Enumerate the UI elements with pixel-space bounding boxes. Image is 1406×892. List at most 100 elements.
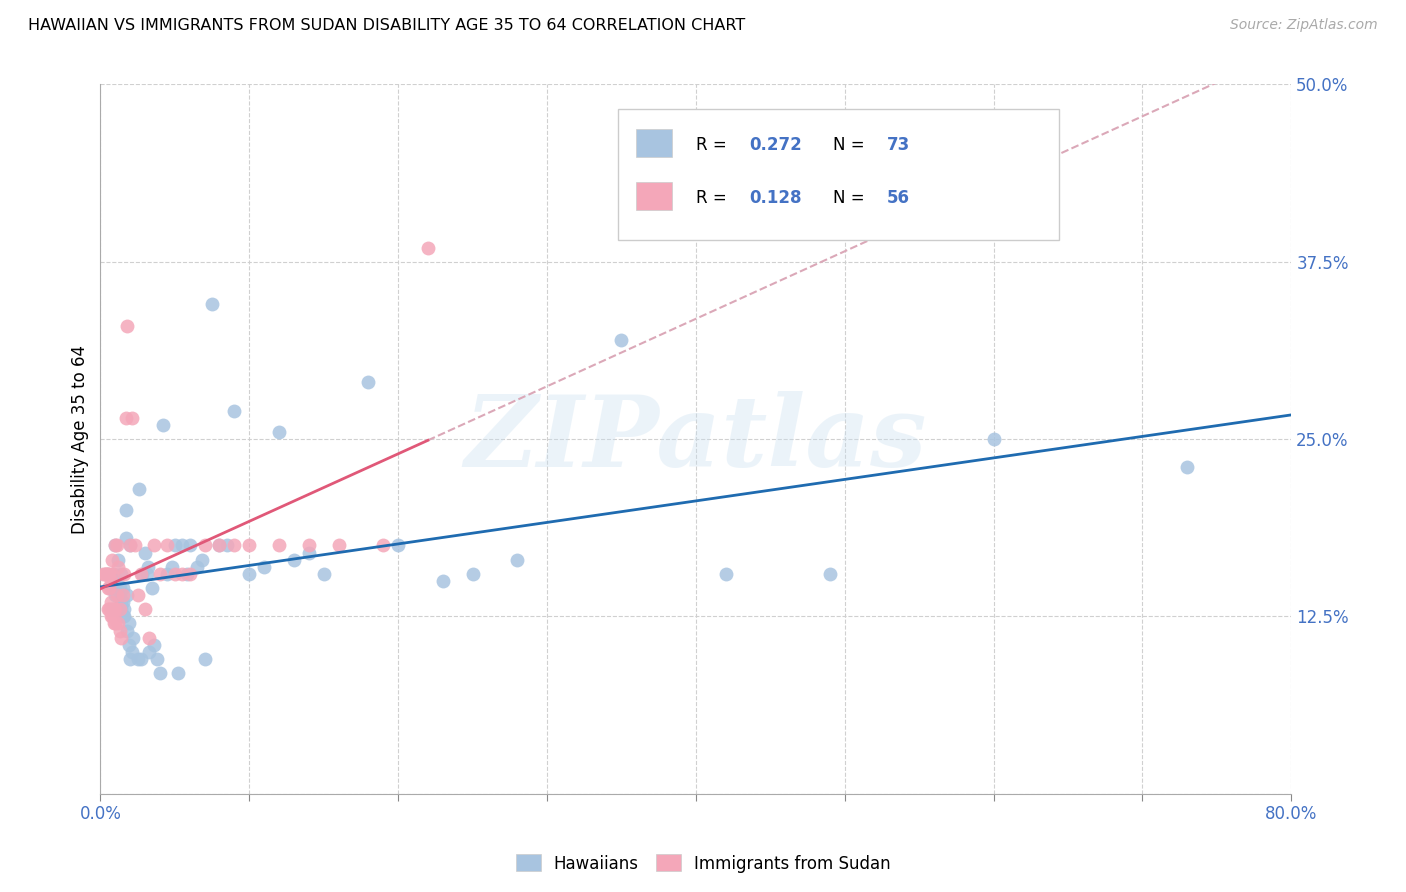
Point — [432, 574, 454, 588]
Point — [103, 566, 125, 581]
Point — [208, 538, 231, 552]
Point — [179, 538, 201, 552]
Point — [124, 538, 146, 552]
Point — [114, 410, 136, 425]
Point — [112, 602, 135, 616]
Point — [238, 538, 260, 552]
Point — [128, 482, 150, 496]
Point — [156, 538, 179, 552]
Text: R =: R = — [696, 189, 733, 207]
Point — [267, 538, 290, 552]
Point — [114, 503, 136, 517]
Text: ZIPatlas: ZIPatlas — [464, 391, 927, 487]
Point — [105, 588, 128, 602]
Point — [98, 581, 121, 595]
Point — [117, 616, 139, 631]
Point — [104, 538, 127, 552]
Point — [91, 566, 114, 581]
Point — [127, 588, 149, 602]
Point — [112, 566, 135, 581]
Point — [110, 595, 132, 609]
Text: Source: ZipAtlas.com: Source: ZipAtlas.com — [1230, 18, 1378, 32]
Point — [104, 616, 127, 631]
Point — [172, 566, 194, 581]
Text: R =: R = — [696, 136, 733, 153]
Point — [298, 538, 321, 552]
Point — [328, 538, 350, 552]
Point — [172, 538, 194, 552]
Point — [97, 566, 120, 581]
Point — [103, 602, 125, 616]
Point — [131, 566, 153, 581]
Point — [111, 595, 134, 609]
Point — [101, 609, 124, 624]
Point — [101, 566, 124, 581]
Point — [100, 602, 122, 616]
Point — [120, 652, 142, 666]
Point — [138, 645, 160, 659]
Point — [120, 538, 142, 552]
Point — [253, 559, 276, 574]
Point — [127, 652, 149, 666]
Point — [96, 566, 118, 581]
Point — [134, 545, 156, 559]
Point — [149, 566, 172, 581]
Text: 56: 56 — [886, 189, 910, 207]
Point — [373, 538, 395, 552]
Point — [224, 403, 246, 417]
Point — [186, 559, 208, 574]
Point — [108, 602, 131, 616]
Point — [190, 552, 212, 566]
Point — [121, 410, 143, 425]
Point — [136, 559, 159, 574]
Point — [238, 566, 260, 581]
Point — [818, 566, 841, 581]
Point — [134, 602, 156, 616]
Point — [983, 432, 1005, 446]
Point — [112, 609, 135, 624]
Point — [461, 566, 484, 581]
Point — [201, 297, 224, 311]
Point — [163, 538, 186, 552]
Point — [193, 652, 215, 666]
Legend: Hawaiians, Immigrants from Sudan: Hawaiians, Immigrants from Sudan — [509, 847, 897, 880]
Point — [97, 581, 120, 595]
Point — [122, 631, 145, 645]
Point — [111, 581, 134, 595]
Point — [224, 538, 246, 552]
Point — [98, 602, 121, 616]
FancyBboxPatch shape — [619, 109, 1059, 241]
Point — [111, 609, 134, 624]
Text: 0.272: 0.272 — [749, 136, 803, 153]
Point — [108, 581, 131, 595]
Point — [215, 538, 238, 552]
Point — [129, 566, 152, 581]
Point — [141, 581, 163, 595]
Point — [166, 666, 188, 681]
Point — [103, 609, 125, 624]
Point — [114, 532, 136, 546]
Point — [110, 631, 132, 645]
Point — [149, 666, 172, 681]
Point — [714, 566, 737, 581]
Point — [416, 241, 439, 255]
Point — [103, 616, 125, 631]
Point — [1175, 460, 1198, 475]
Point — [108, 624, 131, 638]
Point — [138, 631, 160, 645]
Text: 73: 73 — [886, 136, 910, 153]
Point — [105, 538, 128, 552]
Point — [208, 538, 231, 552]
FancyBboxPatch shape — [637, 129, 672, 157]
Point — [101, 552, 124, 566]
Point — [108, 588, 131, 602]
Point — [104, 602, 127, 616]
Point — [160, 559, 183, 574]
Point — [115, 318, 138, 333]
Point — [121, 645, 143, 659]
Point — [142, 638, 165, 652]
Point — [610, 333, 633, 347]
Point — [94, 566, 117, 581]
Y-axis label: Disability Age 35 to 64: Disability Age 35 to 64 — [72, 344, 89, 533]
Point — [179, 566, 201, 581]
